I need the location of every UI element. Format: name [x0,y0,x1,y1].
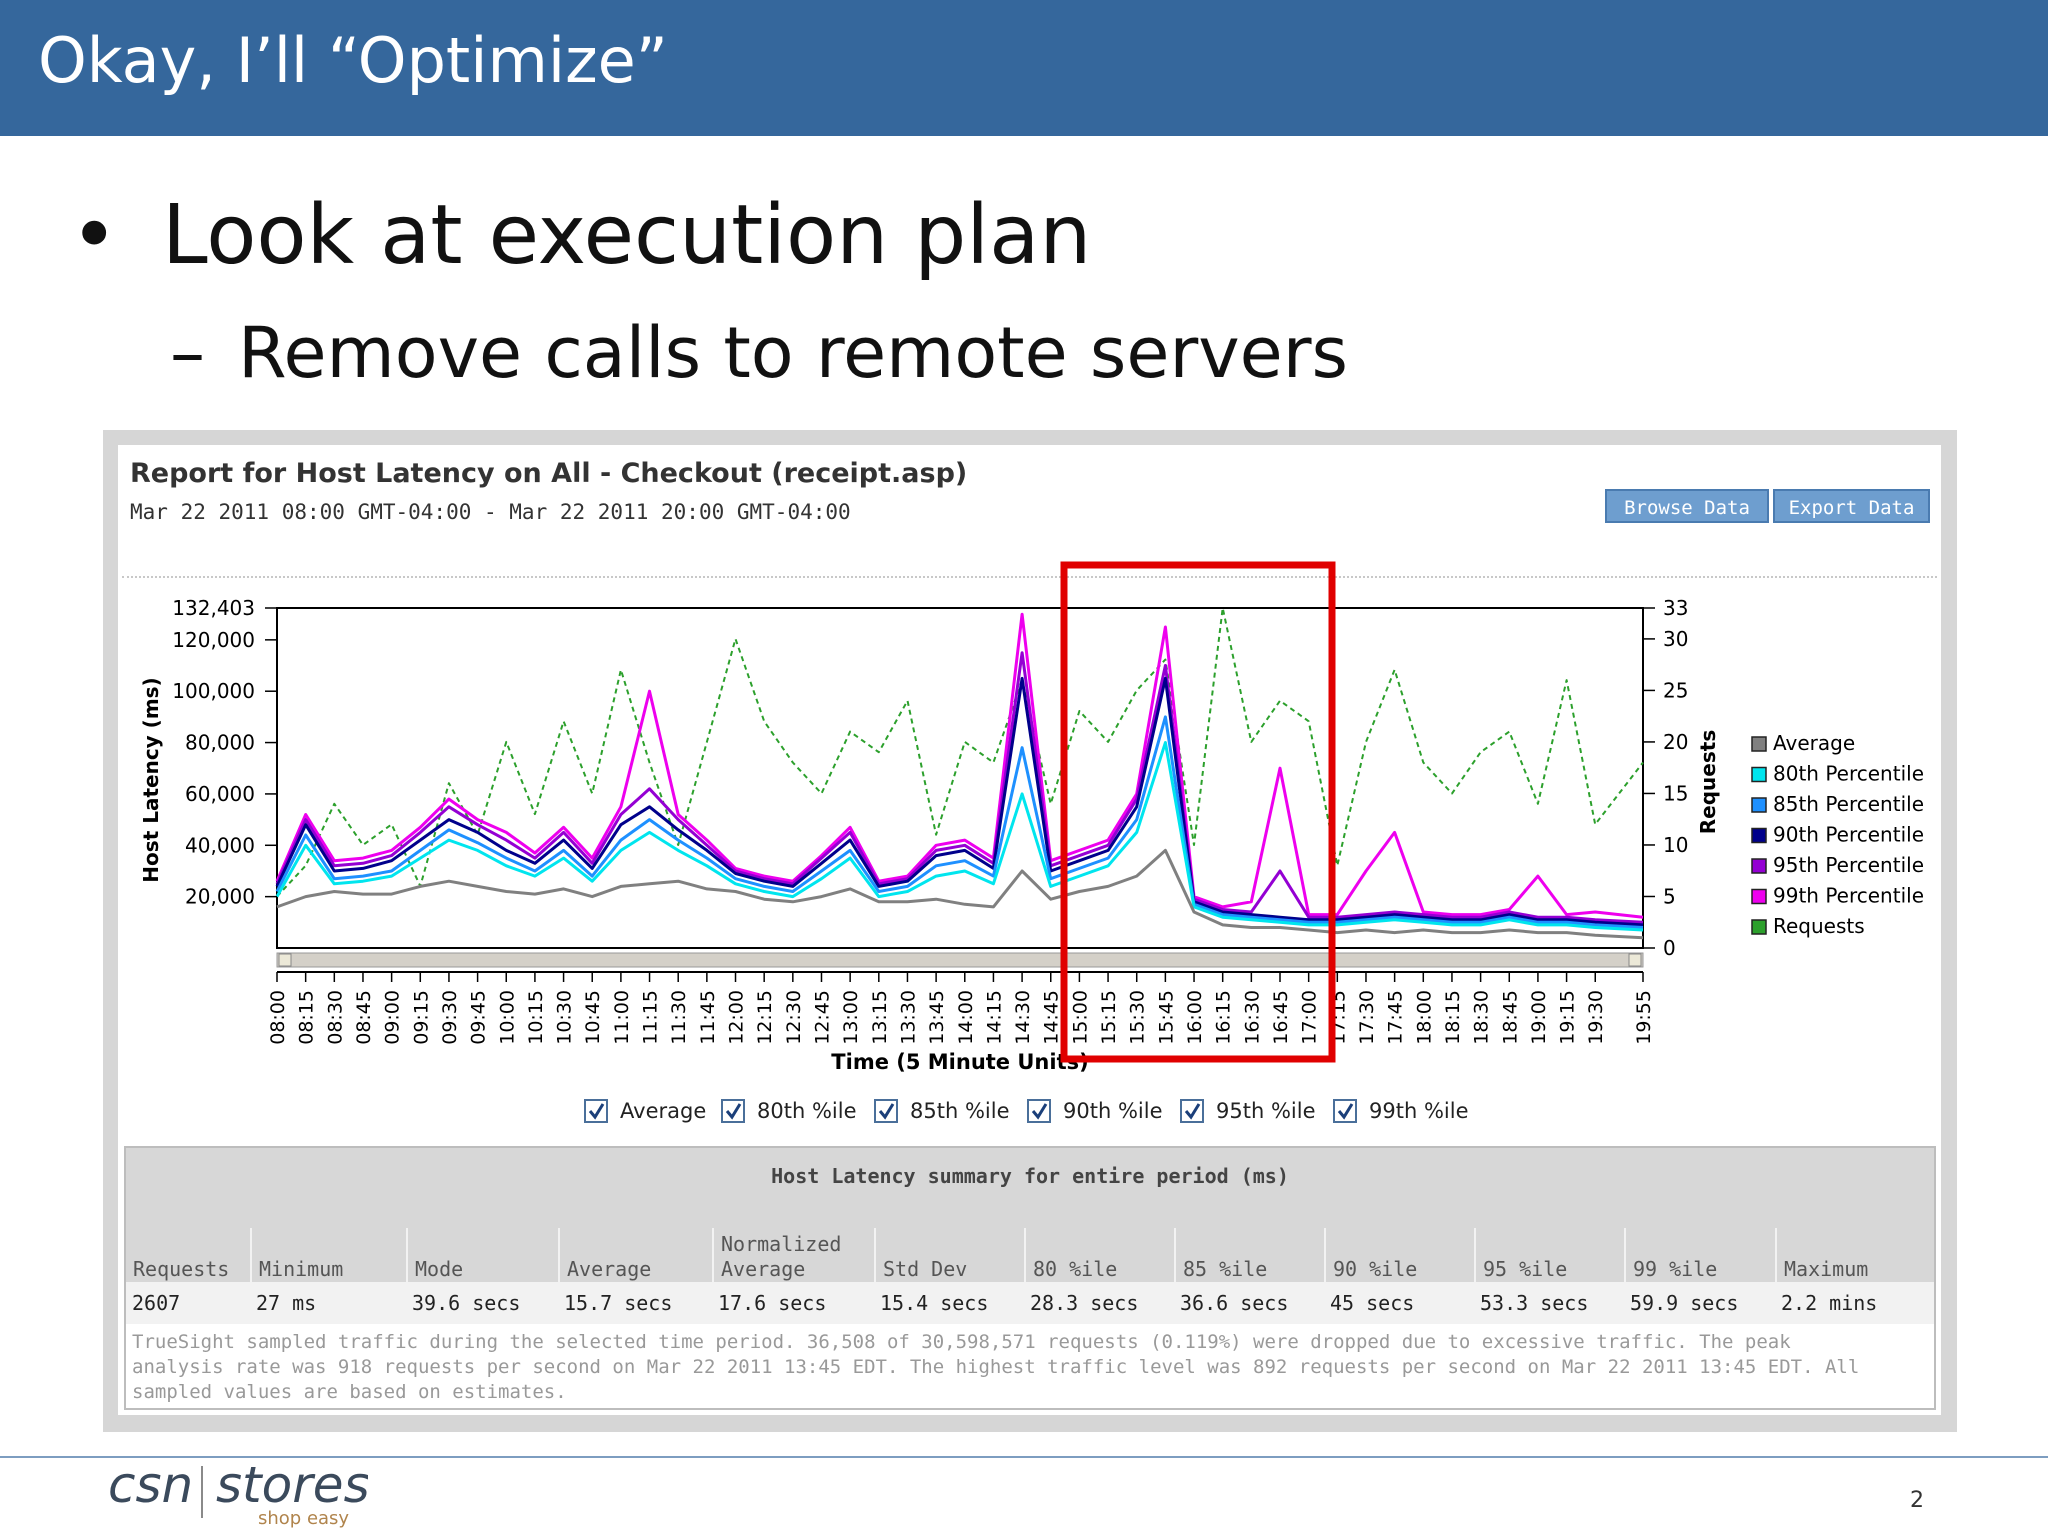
summary-column: Average [558,1228,651,1328]
summary-panel: Host Latency summary for entire period (… [124,1146,1936,1410]
divider [122,576,1937,578]
logo-tagline: shop easy [258,1508,349,1529]
summary-column: Mode [406,1228,463,1328]
summary-header: Normalized Average [721,1232,842,1281]
summary-note: TrueSight sampled traffic during the sel… [132,1331,1860,1403]
summary-column: 80 %ile [1024,1228,1117,1328]
bullet1-text: Look at execution plan [162,188,1092,283]
summary-header: 90 %ile [1333,1257,1418,1281]
summary-note-box: TrueSight sampled traffic during the sel… [126,1324,1934,1408]
summary-value: 36.6 secs [1180,1291,1289,1315]
export-data-button[interactable]: Export Data [1773,489,1930,523]
summary-header: Std Dev [883,1257,968,1281]
summary-column: Std Dev [874,1228,967,1328]
summary-value: 2607 [132,1291,181,1315]
bullet2-text: Remove calls to remote servers [238,312,1348,394]
summary-column: 95 %ile [1474,1228,1567,1328]
summary-title: Host Latency summary for entire period (… [771,1164,1289,1188]
bullet-level-1: • Look at execution plan [70,188,1091,283]
summary-header: Minimum [259,1257,344,1281]
summary-value: 15.4 secs [880,1291,989,1315]
summary-header: 85 %ile [1183,1257,1268,1281]
slide-title: Okay, I’ll “Optimize” [38,24,668,97]
summary-column: 99 %ile [1624,1228,1717,1328]
summary-header: Average [567,1257,652,1281]
logo-csn: csn [108,1460,193,1514]
summary-value: 59.9 secs [1630,1291,1739,1315]
summary-value: 2.2 mins [1781,1291,1878,1315]
slide-title-bar: Okay, I’ll “Optimize” [0,0,2048,136]
summary-header: Maximum [1784,1257,1869,1281]
bullet-dash-icon: – [170,312,205,394]
summary-value: 39.6 secs [412,1291,521,1315]
page-number: 2 [1910,1488,1924,1513]
summary-column: Normalized Average [712,1228,841,1328]
summary-header: 80 %ile [1033,1257,1118,1281]
summary-column: Maximum [1775,1228,1868,1328]
summary-header: 99 %ile [1633,1257,1718,1281]
summary-header: Mode [415,1257,464,1281]
footer-line [0,1456,2048,1458]
browse-data-button[interactable]: Browse Data [1605,489,1769,523]
report-date-range: Mar 22 2011 08:00 GMT-04:00 - Mar 22 201… [130,500,851,524]
summary-value: 28.3 secs [1030,1291,1139,1315]
summary-value: 53.3 secs [1480,1291,1589,1315]
csn-stores-logo: csn stores shop easy [108,1456,370,1534]
summary-header: Requests [133,1257,230,1281]
summary-values-row: 2607 27 ms 39.6 secs 15.7 secs 17.6 secs 15.4… [126,1282,1934,1324]
summary-value: 15.7 secs [564,1291,673,1315]
summary-header: 95 %ile [1483,1257,1568,1281]
summary-column: Minimum [250,1228,343,1328]
summary-value: 45 secs [1330,1291,1415,1315]
summary-column: 90 %ile [1324,1228,1417,1328]
bullet-level-2: – Remove calls to remote servers [170,312,1348,394]
summary-value: 17.6 secs [718,1291,827,1315]
summary-value: 27 ms [256,1291,317,1315]
summary-column: 85 %ile [1174,1228,1267,1328]
logo-stores: stores [216,1460,368,1514]
report-title: Report for Host Latency on All - Checkou… [130,458,968,489]
bullet-dot-icon: • [70,188,119,283]
